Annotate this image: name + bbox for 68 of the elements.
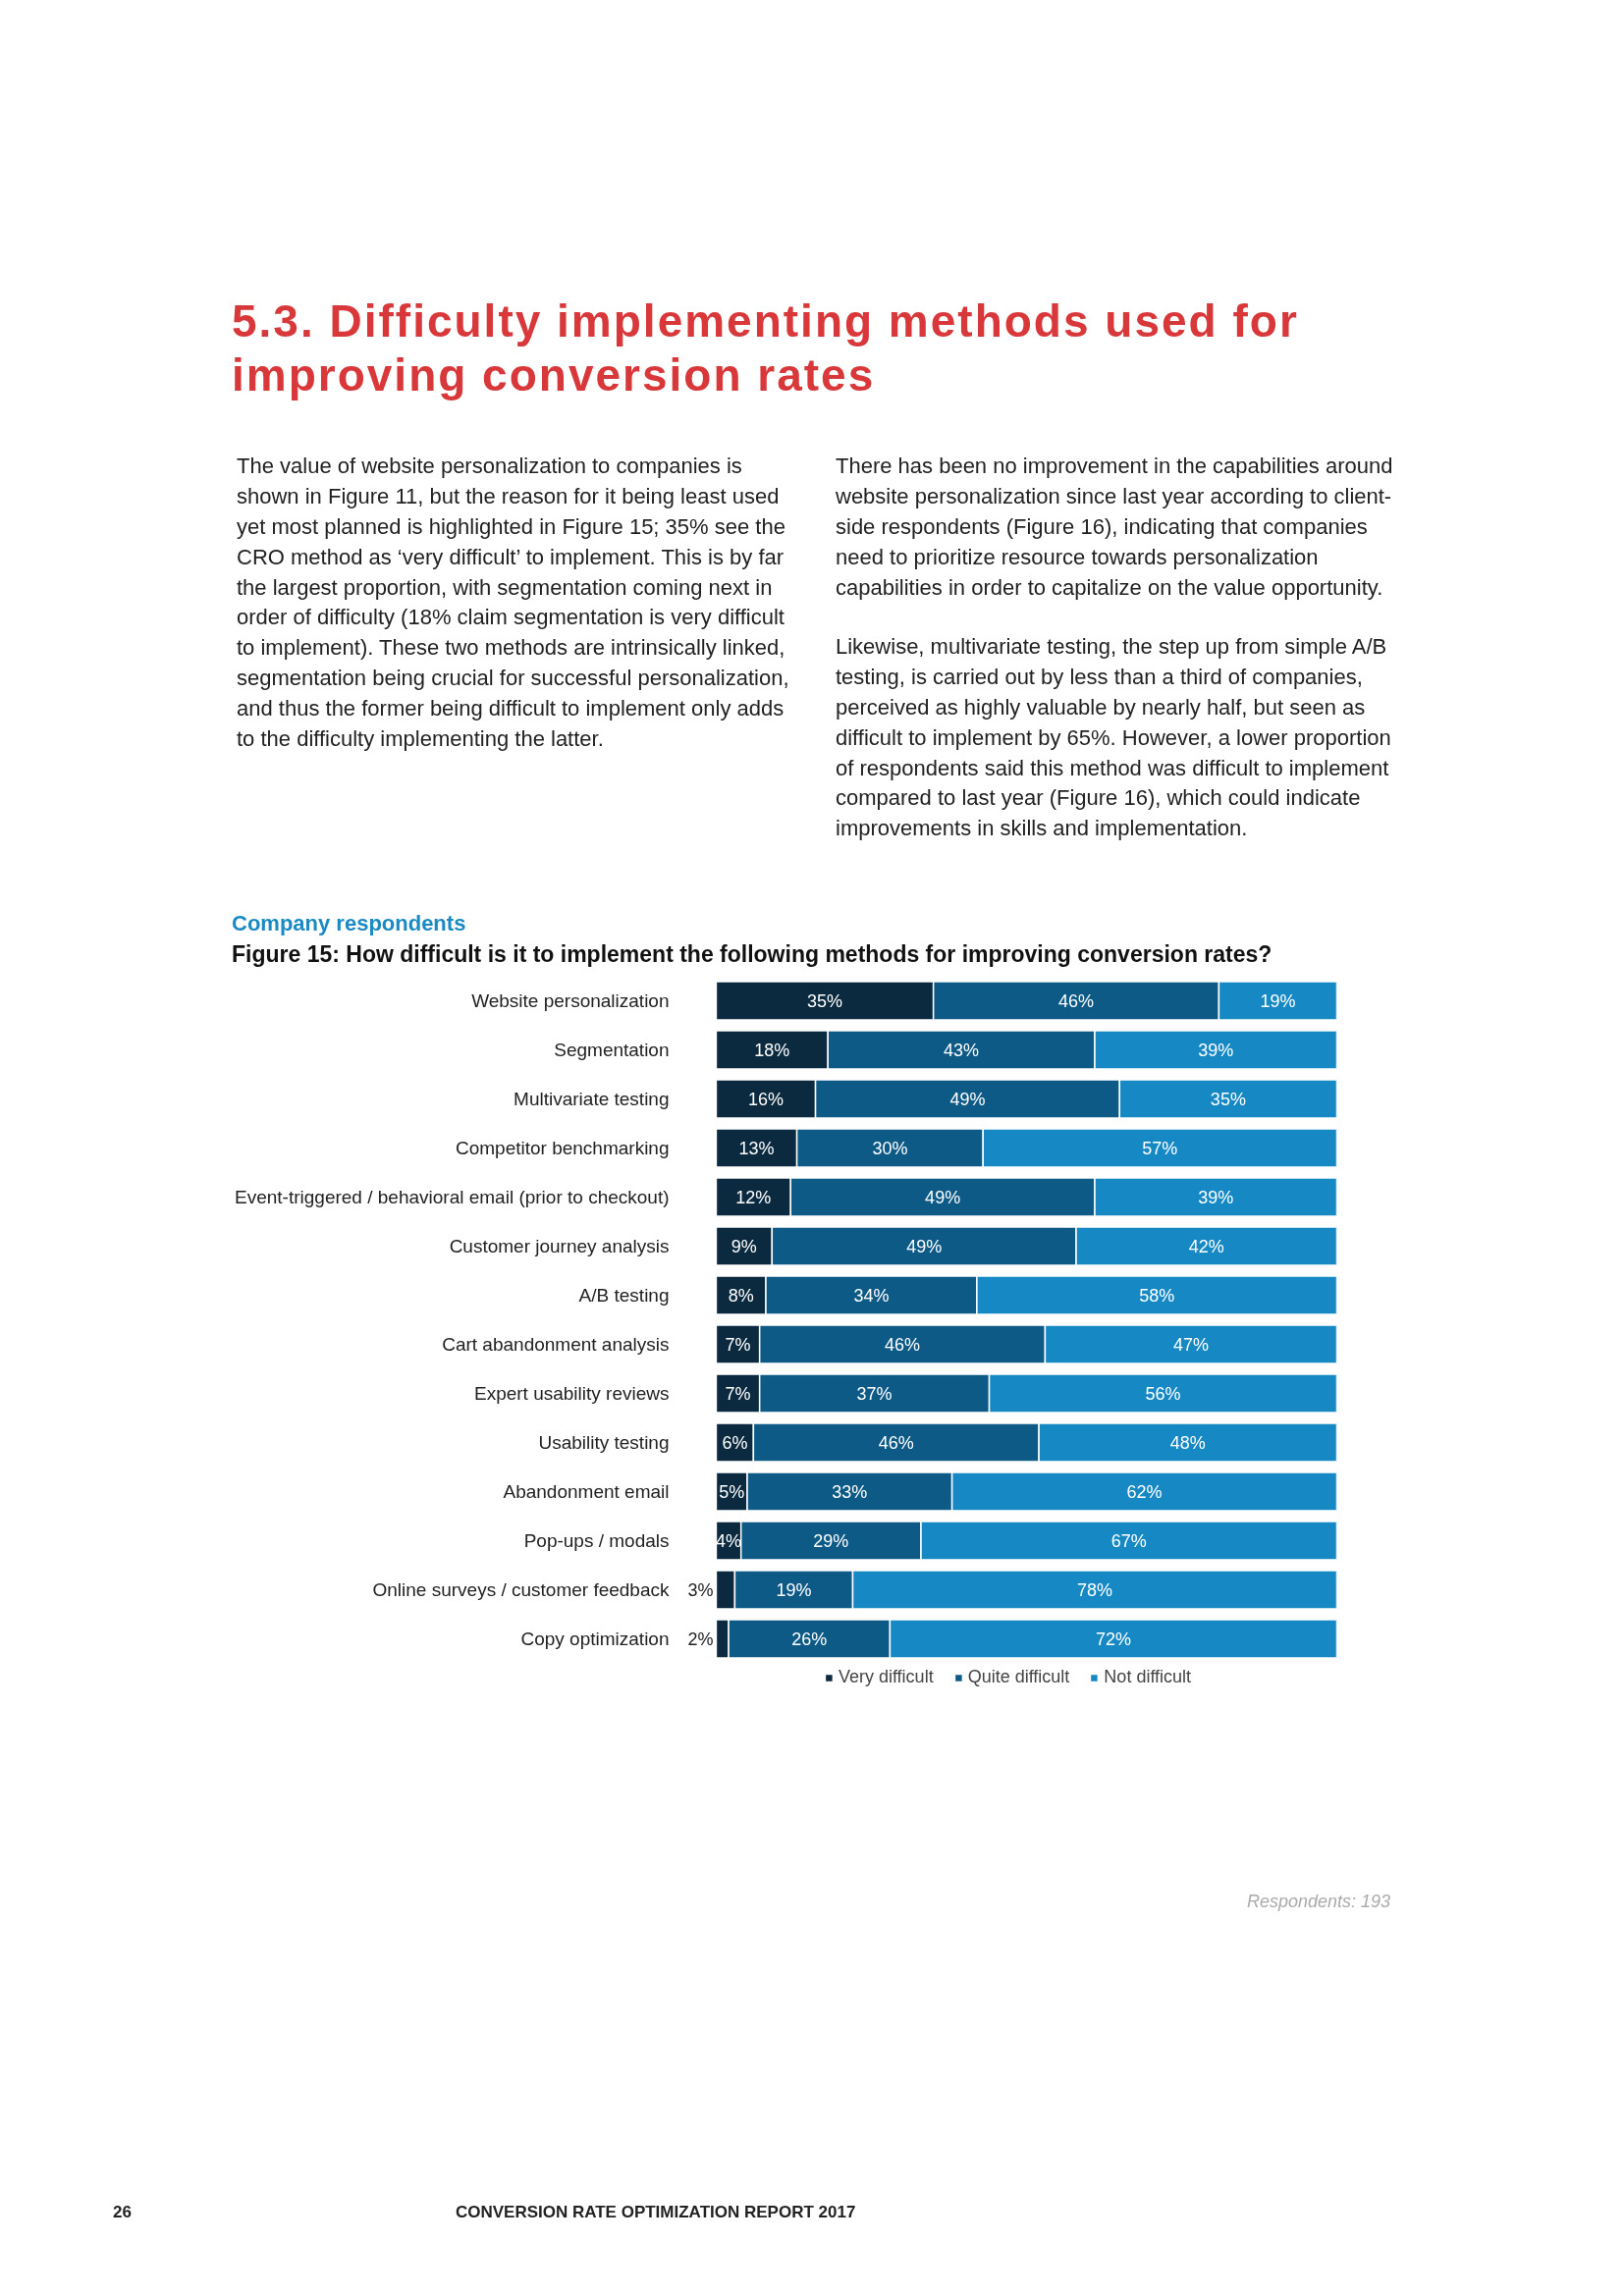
y-tick-label: Website personalization bbox=[471, 990, 670, 1012]
data-label: 3% bbox=[687, 1579, 714, 1600]
data-label: 29% bbox=[813, 1530, 849, 1551]
data-label: 43% bbox=[944, 1040, 980, 1060]
data-label: 78% bbox=[1076, 1579, 1113, 1600]
legend-label: Not difficult bbox=[1104, 1667, 1192, 1688]
text: Company respondents bbox=[232, 909, 467, 937]
data-label: 46% bbox=[878, 1432, 914, 1453]
text: 26 bbox=[113, 2202, 132, 2223]
data-label: 16% bbox=[747, 1089, 785, 1109]
data-label: 19% bbox=[1260, 990, 1296, 1011]
data-label: 67% bbox=[1110, 1530, 1147, 1551]
data-label: 18% bbox=[754, 1040, 790, 1060]
data-label: 7% bbox=[725, 1383, 751, 1404]
data-label: 57% bbox=[1142, 1138, 1178, 1158]
y-tick-label: Expert usability reviews bbox=[473, 1383, 670, 1405]
y-tick-label: Segmentation bbox=[554, 1040, 670, 1061]
text: There has been no improvement in the capabilities around website personalization since last year according to client-side respondents (Figure 16), indicating that companies need to prioritize resource towards personalization capabilities in order to capitalize on the value opportunity. bbox=[836, 453, 1394, 602]
data-label: 49% bbox=[925, 1187, 961, 1207]
text: Likewise, multivariate testing, the step up from simple A/B testing, is carried out by less than a third of companies, perceived as highly valuable by nearly half, but seen as difficult to implement by 65%. However, a lower proportion of respondents said this method was difficult to implement compared to last year (Figure 16), which could indicate improvements in skills and implementation. bbox=[836, 633, 1392, 843]
data-label: 48% bbox=[1169, 1432, 1206, 1453]
chart-title: Figure 15: How difficult is it to implement the following methods for improving conversion rates? bbox=[232, 940, 1272, 970]
data-label: 9% bbox=[731, 1236, 757, 1256]
y-tick-label: Multivariate testing bbox=[514, 1089, 670, 1110]
text: 5.3. Difficulty implementing methods used for improving conversion rates bbox=[232, 294, 1300, 403]
y-tick-label: Event-triggered / behavioral email (prior to checkout) bbox=[235, 1187, 670, 1208]
data-label: 58% bbox=[1139, 1285, 1175, 1306]
data-label: 39% bbox=[1198, 1040, 1234, 1060]
data-label: 8% bbox=[728, 1285, 754, 1306]
data-label: 6% bbox=[722, 1432, 748, 1453]
y-tick-label: A/B testing bbox=[578, 1285, 670, 1307]
data-label: 56% bbox=[1145, 1383, 1181, 1404]
data-label: 72% bbox=[1095, 1629, 1131, 1649]
data-label: 34% bbox=[853, 1285, 890, 1306]
data-label: 12% bbox=[735, 1187, 772, 1207]
data-label: 39% bbox=[1198, 1187, 1234, 1207]
y-tick-label: Competitor benchmarking bbox=[455, 1138, 670, 1159]
text: The value of website personalization to companies is shown in Figure 11, but the reason for it being least used yet most planned is highlighted in Figure 15; 35% see the CRO method as ‘very difficult’ to implement. This is by far the largest proportion, with segmentation coming next in order of difficulty (18% claim segmentation is very difficult to implement). These two methods are intrinsically linked, segmentation being crucial for successful personalization, and thus the former being difficult to implement only adds to the difficulty implementing the latter. bbox=[237, 454, 789, 751]
data-label: 49% bbox=[906, 1236, 943, 1256]
data-label: 42% bbox=[1188, 1236, 1224, 1256]
y-tick-label: Pop-ups / modals bbox=[523, 1530, 670, 1552]
data-label: 49% bbox=[949, 1089, 986, 1109]
data-label: 37% bbox=[856, 1383, 893, 1404]
data-label: 35% bbox=[807, 990, 843, 1011]
data-label: 33% bbox=[832, 1481, 868, 1502]
y-tick-label: Cart abandonment analysis bbox=[442, 1334, 670, 1356]
data-label: 62% bbox=[1126, 1481, 1163, 1502]
y-tick-label: Usability testing bbox=[538, 1432, 670, 1454]
data-label: 19% bbox=[776, 1579, 812, 1600]
data-label: 2% bbox=[687, 1629, 714, 1649]
data-label: 30% bbox=[872, 1138, 908, 1158]
data-label: 47% bbox=[1172, 1334, 1209, 1355]
data-label: 35% bbox=[1210, 1089, 1246, 1109]
text: Respondents: 193 bbox=[1245, 1891, 1390, 1913]
data-label: 5% bbox=[719, 1481, 745, 1502]
text: CONVERSION RATE OPTIMIZATION REPORT 2017 bbox=[455, 2202, 856, 2223]
data-label: 46% bbox=[1058, 990, 1095, 1011]
legend-label: Quite difficult bbox=[967, 1667, 1070, 1688]
y-tick-label: Abandonment email bbox=[503, 1481, 670, 1503]
y-tick-label: Copy optimization bbox=[520, 1629, 670, 1650]
y-tick-label: Online surveys / customer feedback bbox=[372, 1579, 670, 1601]
data-label: 46% bbox=[885, 1334, 921, 1355]
data-label: 4% bbox=[716, 1530, 742, 1551]
data-label: 7% bbox=[725, 1334, 751, 1355]
legend-label: Very difficult bbox=[838, 1667, 934, 1688]
y-tick-label: Customer journey analysis bbox=[449, 1236, 670, 1257]
data-label: 13% bbox=[738, 1138, 775, 1158]
data-label: 26% bbox=[791, 1629, 828, 1649]
